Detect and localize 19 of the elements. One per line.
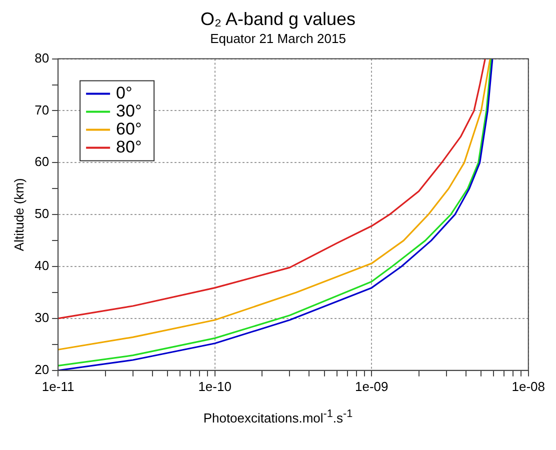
legend-label: 60° xyxy=(116,119,142,138)
chart-subtitle: Equator 21 March 2015 xyxy=(209,30,347,48)
x-tick-label: 1e-10 xyxy=(198,378,232,394)
y-axis-title: Altitude (km) xyxy=(11,178,26,252)
legend-label: 0° xyxy=(116,83,132,102)
y-tick-label: 20 xyxy=(34,362,50,377)
y-tick-label: 60 xyxy=(34,154,50,170)
y-tick-label: 80 xyxy=(34,50,50,66)
x-axis-title: Photoexcitations.mol$^{-1}$.s$^{-1}$ xyxy=(202,408,354,426)
y-tick-label: 70 xyxy=(34,102,50,118)
y-tick-label: 40 xyxy=(34,258,50,274)
legend-label: 30° xyxy=(116,101,142,120)
y-tick-label: 50 xyxy=(34,206,50,222)
x-tick-label: 1e-11 xyxy=(42,378,74,394)
y-tick-label: 30 xyxy=(34,310,50,326)
x-tick-label: 1e-09 xyxy=(354,378,388,394)
x-tick-label: 1e-08 xyxy=(512,378,545,394)
chart-title: O₂ A-band g values xyxy=(199,8,357,30)
legend-label: 80° xyxy=(116,137,142,156)
